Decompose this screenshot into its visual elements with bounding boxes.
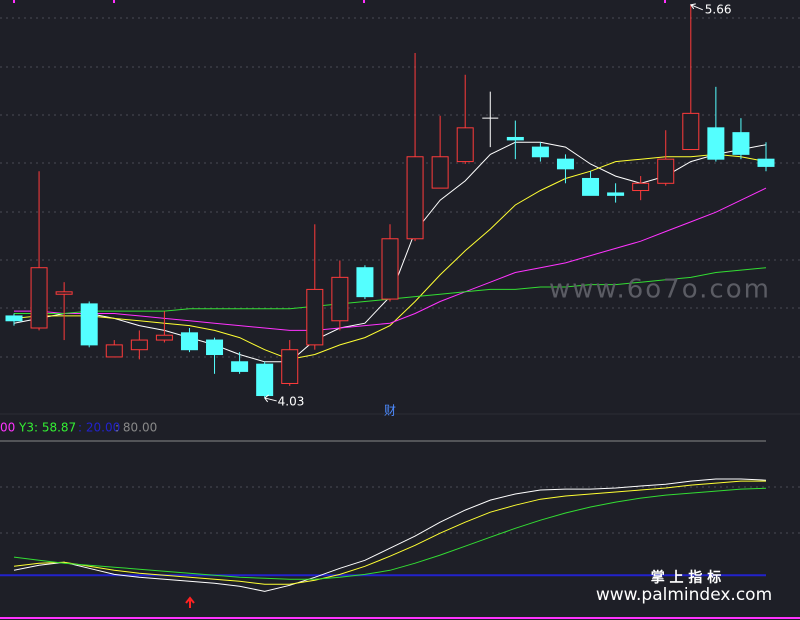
- candle-body: [657, 158, 675, 184]
- moving-average: [14, 187, 767, 331]
- candle-body: [456, 127, 474, 163]
- annotation: 财: [384, 404, 396, 418]
- candle-body: [356, 267, 374, 298]
- max-pointer: [689, 3, 703, 11]
- candle-body: [281, 349, 299, 384]
- candle-body: [55, 291, 73, 295]
- candle-body: [757, 158, 775, 167]
- candle-body: [556, 158, 574, 170]
- candle-body: [80, 303, 98, 346]
- moving-average: [13, 153, 767, 360]
- candle-body: [306, 288, 324, 346]
- indicator-line: [13, 480, 766, 585]
- watermark: www.6o7o.com: [549, 275, 771, 305]
- candle-body: [5, 315, 23, 322]
- candle-body: [732, 132, 750, 155]
- max-label: 5.66: [705, 2, 732, 16]
- candle-body: [331, 276, 349, 322]
- candle-body: [30, 267, 48, 329]
- indicator-line: [13, 478, 767, 592]
- indicator-header: 00: [0, 421, 15, 435]
- candle-body: [105, 344, 123, 358]
- candle-body: [231, 361, 249, 372]
- candle-body: [206, 339, 224, 356]
- candle-body: [506, 136, 524, 141]
- candle-body: [431, 156, 449, 189]
- candle-body: [682, 112, 700, 151]
- candle-body: [406, 156, 424, 240]
- candle-body: [707, 127, 725, 160]
- min-label: 4.03: [278, 394, 305, 408]
- signal-arrow: [185, 596, 195, 608]
- candle-body: [180, 332, 198, 351]
- watermark: www.palmindex.com: [596, 585, 772, 605]
- candle-body: [381, 238, 399, 300]
- candle-body: [607, 192, 625, 196]
- candle-body: [130, 339, 148, 351]
- indicator-header: Y3: 58.87: [18, 421, 76, 435]
- level-label: : 20.00: [78, 421, 120, 435]
- candle-body: [632, 182, 650, 192]
- candle-body: [155, 334, 173, 341]
- candle-body: [531, 146, 549, 158]
- time-dividers: [13, 0, 666, 3]
- candle-body: [256, 363, 274, 397]
- indicator-line: [13, 487, 767, 580]
- watermark: 掌 上 指 标: [651, 569, 722, 586]
- min-pointer: [264, 394, 277, 403]
- level-label: : 80.00: [115, 421, 157, 435]
- candle-body: [582, 177, 600, 196]
